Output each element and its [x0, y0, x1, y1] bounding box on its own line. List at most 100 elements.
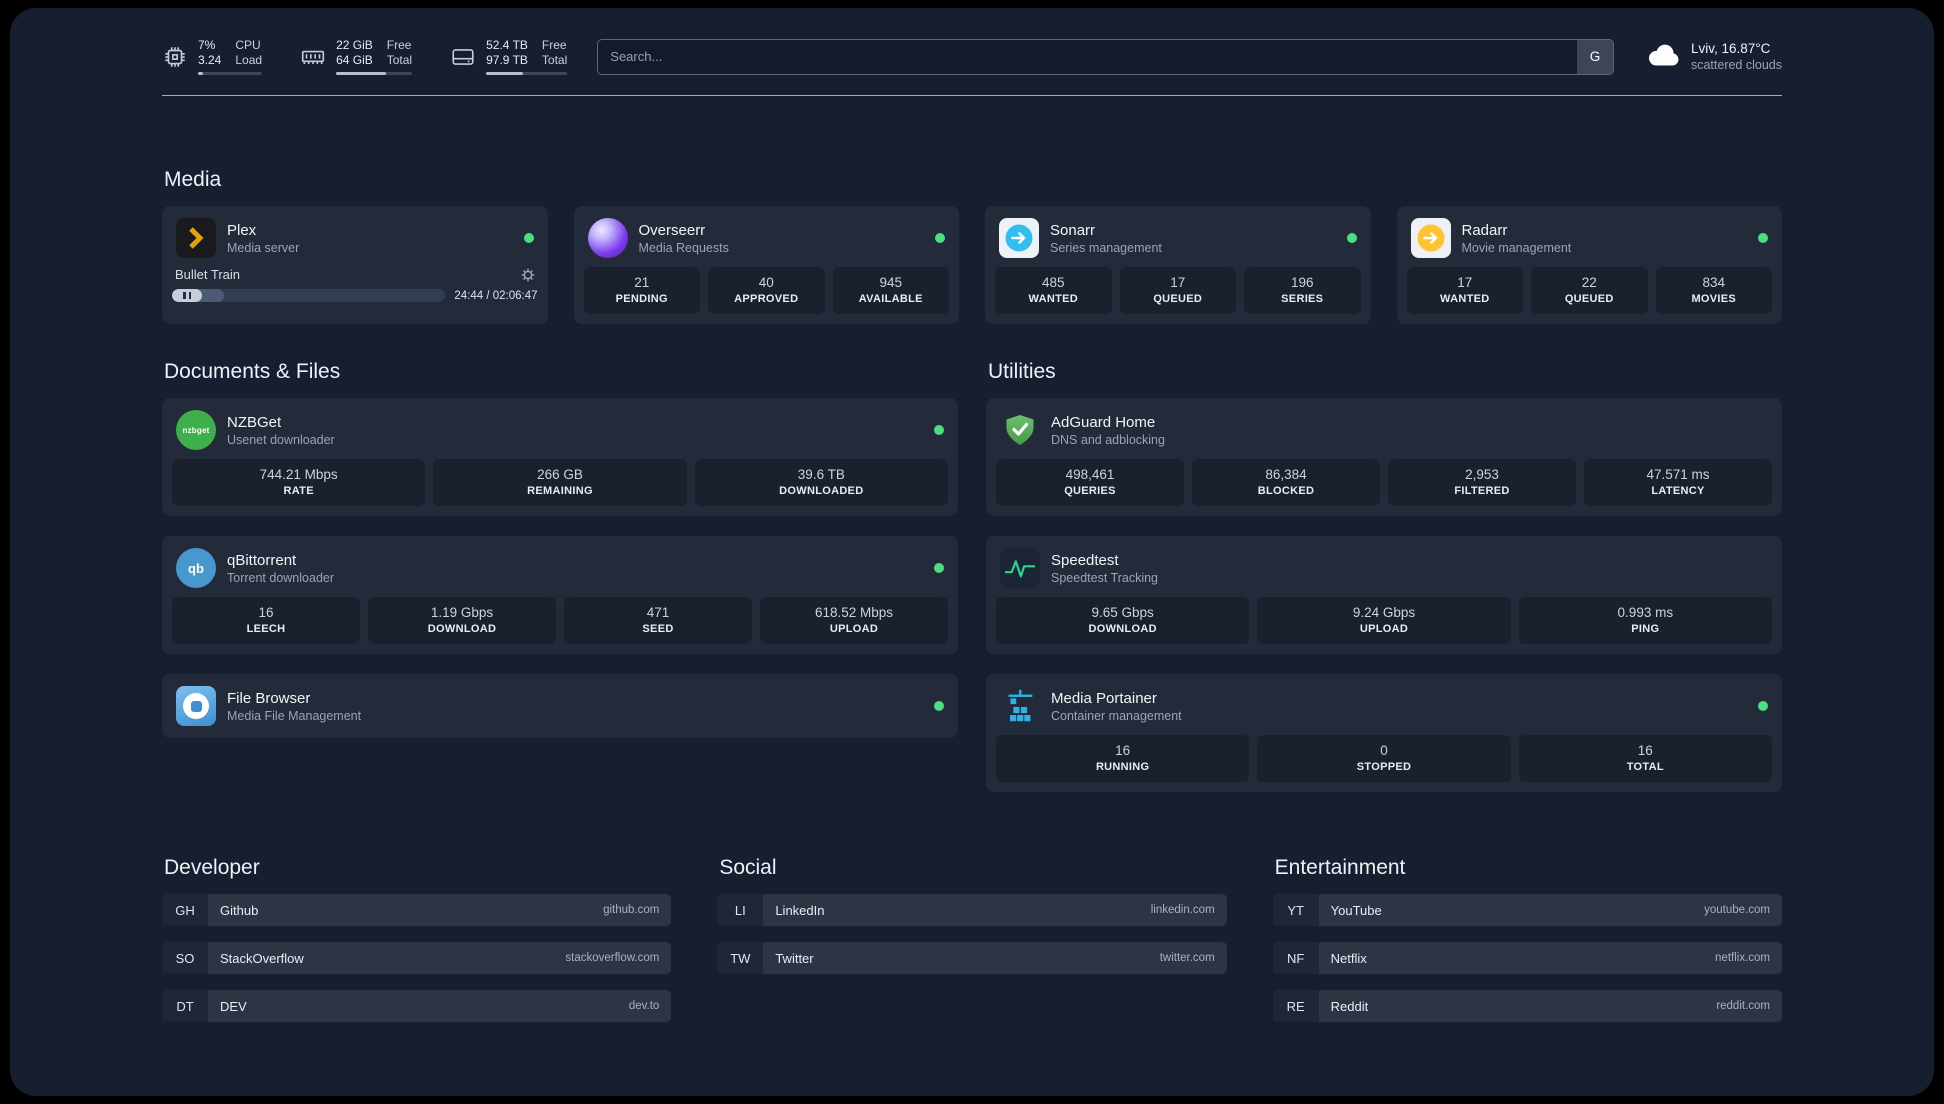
bookmark-reddit[interactable]: RE Reddit reddit.com: [1272, 990, 1782, 1022]
status-dot: [523, 233, 534, 243]
stat-value: 86,384: [1265, 467, 1307, 482]
settings-gear-icon[interactable]: [521, 268, 535, 282]
app-card-nzbget[interactable]: nzbget NZBGet Usenet downloader 744.21 M…: [162, 398, 958, 516]
memory-progress-track: [336, 72, 413, 75]
bookmark-name: Reddit: [1330, 998, 1369, 1014]
sonarr-icon: [999, 218, 1039, 258]
search-provider-button[interactable]: G: [1576, 39, 1613, 74]
bookmark-url: dev.to: [628, 1000, 660, 1012]
search-bar[interactable]: G: [597, 38, 1614, 75]
stat-label: REMAINING: [527, 485, 593, 497]
stat-box: 0 STOPPED: [1257, 735, 1511, 782]
playback-progress-track[interactable]: [172, 289, 446, 302]
media-cards: Plex Media server Bullet Train: [162, 206, 1782, 324]
status-dot: [934, 563, 944, 573]
stat-value: 196: [1290, 275, 1314, 290]
cpu-load: 3.24: [198, 53, 222, 67]
stat-value: 16: [1637, 743, 1653, 758]
app-name: Plex: [227, 221, 257, 239]
bookmark-name: LinkedIn: [775, 902, 825, 918]
load-label: Load: [235, 53, 263, 67]
stat-label: DOWNLOADED: [779, 485, 864, 497]
disk-widget: 52.4 TB 97.9 TB Free Total: [450, 38, 568, 75]
app-card-sonarr[interactable]: Sonarr Series management 485 WANTED 17 Q…: [985, 206, 1371, 324]
memory-readout: 22 GiB 64 GiB Free Total: [336, 38, 413, 75]
documents-section: Documents & Files nzbget NZBGet Usenet d…: [162, 360, 958, 738]
weather-condition: scattered clouds: [1690, 58, 1782, 72]
stat-label: WANTED: [1440, 293, 1490, 305]
status-dot: [1346, 233, 1357, 243]
stat-label: APPROVED: [734, 293, 799, 305]
bookmark-url: netflix.com: [1715, 952, 1770, 964]
stat-value: 21: [634, 275, 650, 290]
stat-label: LATENCY: [1651, 485, 1705, 497]
app-card-overseerr[interactable]: Overseerr Media Requests 21 PENDING 40 A…: [573, 206, 959, 324]
stat-box: 17 QUEUED: [1119, 267, 1236, 314]
app-card-portainer[interactable]: Media Portainer Container management 16 …: [986, 674, 1782, 792]
bookmark-stackoverflow[interactable]: SO StackOverflow stackoverflow.com: [162, 942, 672, 974]
overseerr-icon: [587, 218, 628, 258]
app-card-qbittorrent[interactable]: qb qBittorrent Torrent downloader 16 LEE…: [162, 536, 958, 654]
app-card-filebrowser[interactable]: File Browser Media File Management: [162, 674, 958, 738]
disk-free: 52.4 TB: [486, 38, 528, 52]
pause-button[interactable]: [172, 289, 202, 302]
bookmark-twitter[interactable]: TW Twitter twitter.com: [717, 942, 1227, 974]
stat-box: 744.21 Mbps RATE: [172, 459, 426, 506]
app-name: Overseerr: [638, 221, 706, 239]
bookmark-name: DEV: [220, 998, 247, 1014]
bookmark-name: Netflix: [1330, 950, 1367, 966]
section-title-utilities: Utilities: [988, 360, 1056, 383]
app-desc: Media server: [227, 240, 300, 255]
bookmark-name: Github: [220, 902, 259, 918]
filebrowser-icon: [176, 686, 216, 726]
app-card-adguard[interactable]: AdGuard Home DNS and adblocking 498,461 …: [986, 398, 1782, 516]
disk-progress-fill: [486, 72, 524, 75]
stat-value: 17: [1170, 275, 1186, 290]
app-desc: Usenet downloader: [227, 432, 335, 447]
radarr-icon: [1410, 218, 1451, 258]
free-label: Free: [386, 38, 412, 52]
app-card-radarr[interactable]: Radarr Movie management 17 WANTED 22 QUE…: [1396, 206, 1782, 324]
stat-label: TOTAL: [1626, 761, 1664, 773]
app-desc: Container management: [1051, 708, 1182, 723]
app-card-speedtest[interactable]: Speedtest Speedtest Tracking 9.65 Gbps D…: [986, 536, 1782, 654]
topbar: 7% 3.24 CPU Load: [162, 38, 1782, 75]
disk-readout: 52.4 TB 97.9 TB Free Total: [486, 38, 568, 75]
bookmark-dev[interactable]: DT DEV dev.to: [162, 990, 672, 1022]
stat-box: 0.993 ms PING: [1518, 597, 1772, 644]
memory-total: 64 GiB: [336, 53, 373, 67]
weather-location-temp: Lviv, 16.87°C: [1690, 41, 1771, 56]
nzbget-icon-text: nzbget: [182, 425, 210, 435]
cpu-percent: 7%: [198, 38, 216, 52]
stat-value: 17: [1457, 275, 1473, 290]
stat-label: SERIES: [1281, 293, 1324, 305]
app-desc: DNS and adblocking: [1051, 432, 1165, 447]
bookmark-linkedin[interactable]: LI LinkedIn linkedin.com: [717, 894, 1227, 926]
section-title-media: Media: [164, 168, 222, 191]
stat-value: 618.52 Mbps: [814, 605, 894, 620]
dashboard-container: 7% 3.24 CPU Load: [10, 8, 1934, 1062]
plex-icon: [176, 218, 216, 258]
section-title-social: Social: [719, 856, 777, 879]
stat-box: 196 SERIES: [1244, 267, 1361, 314]
stat-box: 834 MOVIES: [1655, 267, 1772, 314]
stat-value: 498,461: [1065, 467, 1115, 482]
app-card-plex[interactable]: Plex Media server Bullet Train: [162, 206, 548, 324]
bookmark-github[interactable]: GH Github github.com: [162, 894, 672, 926]
app-name: File Browser: [227, 689, 311, 707]
bookmark-youtube[interactable]: YT YouTube youtube.com: [1272, 894, 1782, 926]
memory-icon: [300, 44, 326, 70]
stat-label: RUNNING: [1095, 761, 1150, 773]
memory-free: 22 GiB: [336, 38, 373, 52]
bookmark-netflix[interactable]: NF Netflix netflix.com: [1272, 942, 1782, 974]
cloud-icon: [1644, 41, 1681, 73]
stat-box: 618.52 Mbps UPLOAD: [760, 597, 948, 644]
topbar-divider: [162, 95, 1782, 96]
stat-label: SEED: [642, 623, 674, 635]
qbittorrent-icon: qb: [176, 548, 216, 588]
stat-value: 16: [1115, 743, 1131, 758]
stat-box: 22 QUEUED: [1531, 267, 1648, 314]
bookmark-abbr: DT: [162, 990, 208, 1022]
search-input[interactable]: [598, 39, 1577, 74]
bookmark-name: StackOverflow: [220, 950, 304, 966]
